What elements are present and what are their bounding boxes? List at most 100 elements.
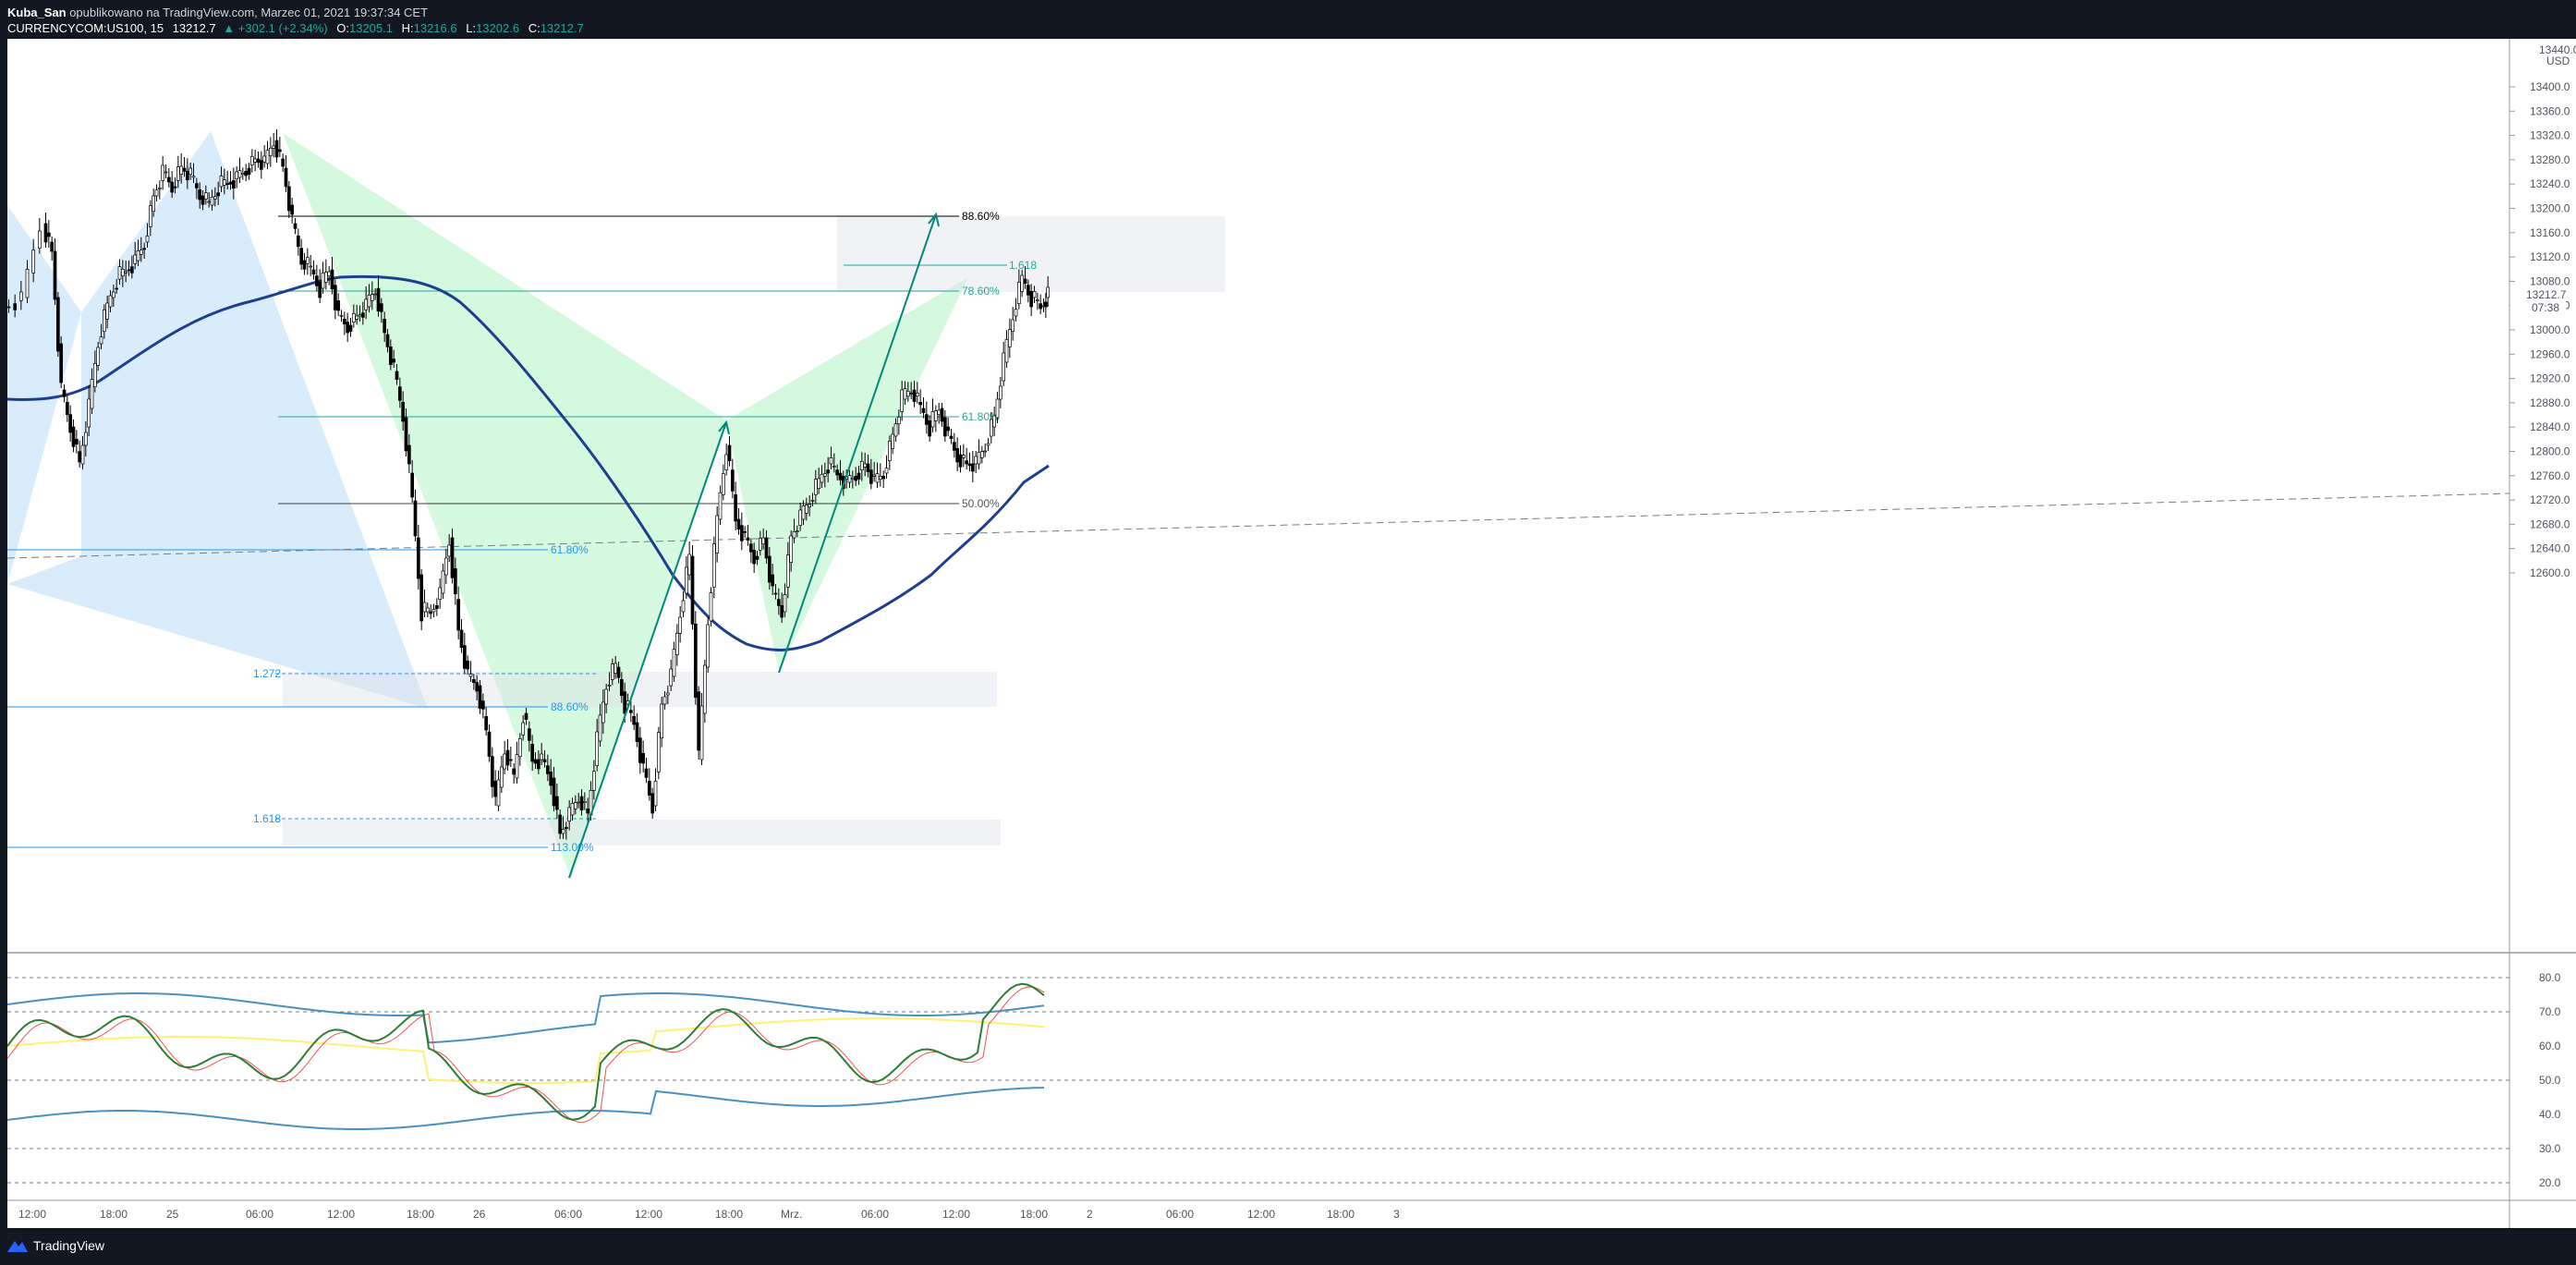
candle-body: [872, 474, 877, 477]
candle-body: [776, 599, 781, 606]
candle-body: [854, 475, 858, 481]
candle-body: [346, 322, 350, 334]
blue-harmonic-pattern[interactable]: [7, 113, 428, 709]
candle-body: [46, 232, 51, 237]
moving-average-line[interactable]: [7, 274, 1050, 651]
chart-canvas[interactable]: 88.60% 1.618 78.60% 61.80% 50.00% 61.80%…: [7, 39, 2576, 1228]
time-axis-label: 2: [1087, 1208, 1093, 1221]
rsi-pane[interactable]: [7, 977, 2509, 1184]
demand-zone-upper[interactable]: [283, 672, 997, 707]
candle-body: [974, 456, 978, 465]
rsi-axis-label: 70.0: [2539, 1005, 2561, 1018]
candle-body: [767, 555, 772, 583]
candle-body: [395, 371, 399, 381]
candle-body: [327, 271, 332, 277]
candle-body: [530, 743, 535, 762]
price-axis-label: 12600.0: [2530, 566, 2570, 579]
candle-body: [619, 678, 624, 697]
time-axis-label: Mrz.: [781, 1208, 802, 1221]
rsi-line[interactable]: [7, 982, 1045, 1121]
candle-body: [764, 537, 769, 559]
price-axis-label: 13200.0: [2530, 202, 2570, 215]
low-label: L:: [466, 21, 477, 35]
fib-lines[interactable]: [7, 215, 2510, 848]
candle-body: [438, 587, 443, 601]
time-axis[interactable]: 12:00 18:00 25 06:00 12:00 18:00 26 06:00 12:00 1…: [18, 1208, 1400, 1221]
candle-body: [739, 525, 744, 541]
demand-zone-lower[interactable]: [283, 820, 1001, 845]
candle-body: [792, 530, 796, 539]
candlestick-series[interactable]: [7, 129, 1051, 840]
fib-label-50: 50.00%: [962, 497, 1000, 510]
candle-body: [133, 254, 138, 264]
chart-area[interactable]: 88.60% 1.618 78.60% 61.80% 50.00% 61.80%…: [0, 39, 2576, 1228]
candle-body: [595, 731, 600, 767]
candle-body: [835, 469, 840, 476]
candle-body: [1014, 309, 1018, 317]
candle-body: [194, 183, 199, 189]
candle-body: [623, 691, 627, 714]
candle-body: [545, 765, 550, 774]
candle-body: [610, 663, 614, 680]
candle-body: [866, 463, 870, 473]
symbol-name[interactable]: CURRENCYCOM:US100, 15: [7, 21, 164, 35]
candle-body: [748, 543, 753, 553]
candle-body: [136, 249, 140, 262]
candle-body: [706, 624, 711, 668]
candle-body: [339, 314, 344, 317]
candle-body: [191, 176, 196, 178]
candle-body: [1002, 352, 1006, 382]
time-axis-label: 06:00: [554, 1208, 582, 1221]
candle-body: [157, 187, 162, 189]
candle-body: [256, 158, 261, 164]
trend-arrows[interactable]: [568, 212, 940, 879]
candle-body: [567, 807, 572, 822]
rsi-axis-label: 30.0: [2539, 1142, 2561, 1155]
price-axis[interactable]: 13440.0 USD 13400.0 13360.0 13320.0 13280.0…: [2509, 43, 2576, 1189]
candle-body: [644, 768, 649, 778]
candle-body: [416, 537, 420, 579]
candle-body: [484, 715, 489, 731]
candle-body: [970, 463, 975, 472]
tradingview-brand[interactable]: TradingView: [7, 1238, 104, 1253]
candle-body: [281, 158, 286, 167]
candle-body: [13, 303, 18, 310]
candle-body: [536, 759, 541, 770]
candle-body: [669, 668, 674, 687]
supply-zone[interactable]: [837, 216, 1225, 292]
rsi-bollinger-upper[interactable]: [7, 992, 1045, 1044]
candle-body: [139, 249, 143, 255]
candle-body: [896, 416, 901, 425]
candle-body: [521, 722, 526, 736]
price-axis-label: 13160.0: [2530, 226, 2570, 239]
fib-label-786: 78.60%: [962, 285, 1000, 298]
candle-body: [628, 710, 633, 713]
candle-body: [397, 386, 402, 401]
time-axis-label: 18:00: [100, 1208, 128, 1221]
candle-body: [721, 473, 725, 495]
candle-body: [213, 196, 217, 200]
candle-body: [808, 504, 812, 508]
rsi-bollinger-lower[interactable]: [7, 1087, 1045, 1130]
candle-body: [216, 192, 221, 197]
candle-body: [388, 346, 393, 366]
candle-body: [170, 181, 175, 193]
price-axis-label: 13280.0: [2530, 153, 2570, 166]
candle-body: [699, 705, 704, 760]
candle-body: [702, 664, 707, 714]
candle-body: [937, 409, 942, 416]
candle-body: [309, 265, 313, 268]
candle-body: [869, 469, 873, 484]
rsi-ma-line[interactable]: [7, 1017, 1045, 1084]
symbol-info: CURRENCYCOM:US100, 15 13212.7 ▲ +302.1 (…: [7, 21, 584, 35]
time-axis-label: 18:00: [407, 1208, 434, 1221]
price-axis-label: 12840.0: [2530, 420, 2570, 433]
fib-label-1618-low: 1.618: [253, 812, 281, 825]
candle-body: [863, 463, 868, 468]
candle-body: [496, 779, 501, 807]
time-axis-label: 06:00: [861, 1208, 889, 1221]
candle-body: [517, 737, 522, 758]
candle-body: [413, 500, 418, 537]
candle-body: [367, 294, 371, 308]
author-name[interactable]: Kuba_San: [7, 6, 67, 19]
